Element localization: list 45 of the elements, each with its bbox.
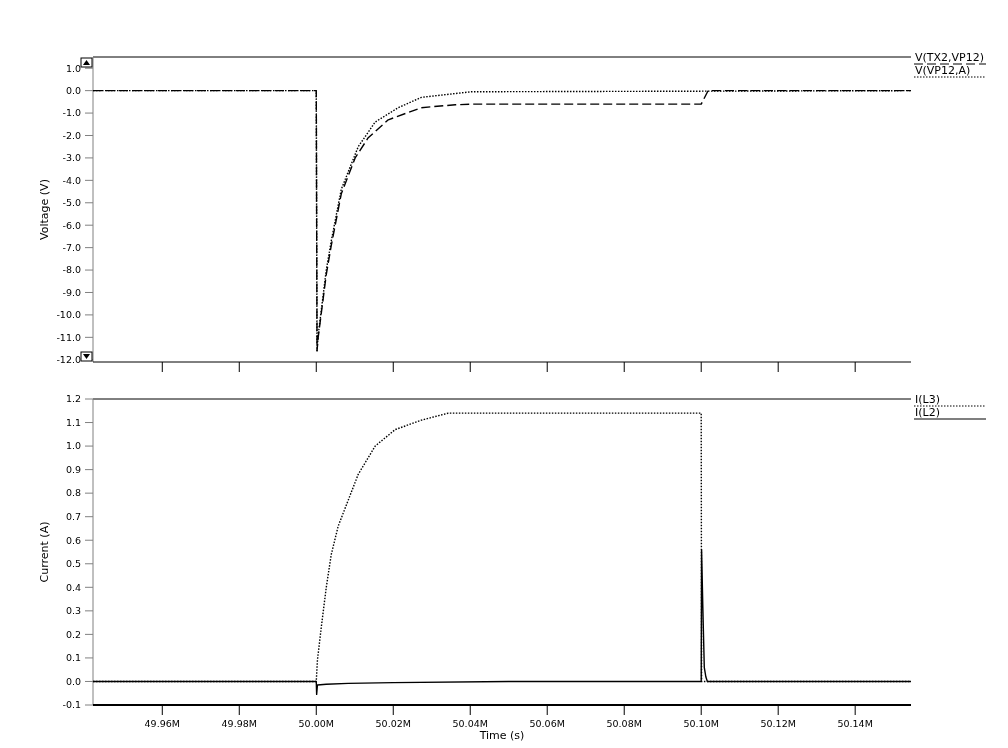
- text: I(L2): [915, 406, 940, 419]
- y-tick-label: 0.0: [65, 675, 81, 687]
- y-tick-label: -0.1: [62, 699, 81, 711]
- x-tick-label: 50.10M: [683, 718, 719, 729]
- text: I(L3): [915, 393, 940, 406]
- y-tick-label: -11.0: [56, 331, 81, 343]
- x-axis-title: Time (s): [478, 729, 525, 742]
- y-tick-label: -9.0: [62, 286, 81, 298]
- y-tick-label: -1.0: [62, 107, 81, 119]
- y-tick-label: -5.0: [62, 197, 81, 209]
- y-tick-label: 0.1: [65, 652, 81, 664]
- y-tick-label: 0.5: [65, 558, 81, 570]
- y-tick-label: -8.0: [62, 264, 81, 276]
- y-tick-label: -2.0: [62, 129, 81, 141]
- y-tick-label: 0.2: [65, 628, 81, 640]
- y-tick-label: 1.1: [65, 416, 81, 428]
- y-tick-label: 0.9: [65, 463, 81, 475]
- series-label: V(VP12,A): [915, 64, 971, 77]
- y-tick-label: 0.3: [65, 605, 81, 617]
- y-tick-label: -10.0: [56, 309, 81, 321]
- y-tick-label: 1.0: [65, 440, 81, 452]
- y-tick-label: -12.0: [56, 354, 81, 366]
- x-tick-label: 50.14M: [837, 718, 873, 729]
- x-tick-label: 49.96M: [144, 718, 180, 729]
- y-tick-label: -3.0: [62, 152, 81, 164]
- x-tick-label: 50.00M: [298, 718, 334, 729]
- y-tick-label: 0.4: [65, 581, 81, 593]
- y-tick-label: 0.8: [65, 487, 81, 499]
- y-tick-label: 0.7: [65, 511, 81, 523]
- x-tick-label: 50.12M: [760, 718, 796, 729]
- y-tick-label: 0.0: [65, 84, 81, 96]
- x-tick-label: 50.02M: [375, 718, 411, 729]
- y-tick-label: -4.0: [62, 174, 81, 186]
- y-tick-label: -6.0: [62, 219, 81, 231]
- x-tick-label: 49.98M: [221, 718, 257, 729]
- y-tick-label: 1.2: [65, 393, 81, 405]
- x-tick-label: 50.08M: [606, 718, 642, 729]
- y-tick-label: 0.6: [65, 534, 81, 546]
- y-tick-label: -7.0: [62, 241, 81, 253]
- x-tick-label: 50.04M: [452, 718, 488, 729]
- text: V(TX2,VP12): [915, 51, 985, 64]
- y-axis-title: Voltage (V): [38, 179, 51, 240]
- x-tick-label: 50.06M: [529, 718, 565, 729]
- y-tick-label: 1.0: [65, 62, 81, 74]
- y-axis-title: Current (A): [38, 521, 51, 583]
